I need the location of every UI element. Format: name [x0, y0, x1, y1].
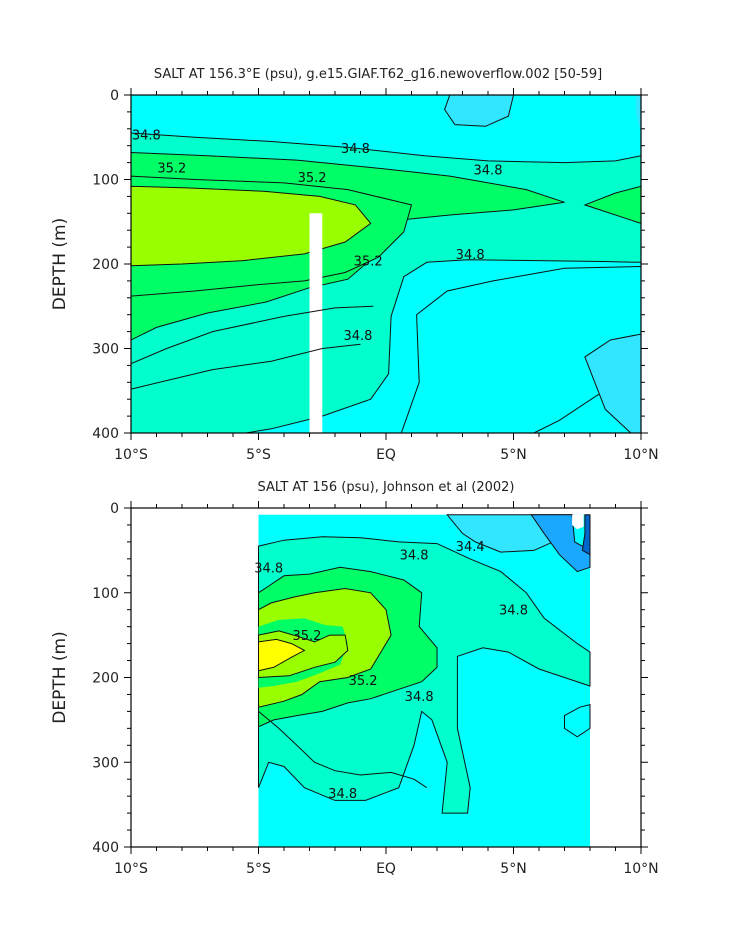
salinity-band [444, 95, 514, 127]
contour-label: 34.8 [132, 129, 161, 144]
contour-label: 34.8 [341, 142, 370, 157]
y-tick-label: 0 [110, 501, 119, 517]
y-tick-label: 100 [92, 586, 119, 602]
y-tick-label: 400 [92, 840, 119, 856]
contour-label: 34.8 [254, 561, 283, 576]
y-tick-label: 100 [92, 173, 119, 189]
salinity-band [572, 514, 584, 530]
y-tick-label: 200 [92, 257, 119, 273]
contour-line [258, 566, 438, 728]
y-tick-label: 300 [92, 755, 119, 771]
contour-line [581, 514, 591, 556]
contour-line [258, 638, 306, 672]
y-tick-label: 0 [110, 88, 119, 104]
top-panel-model-salinity: 34.8 34.8 34.8 35.2 35.2 35.2 34.8 34.8 10°S 5°S E… [50, 67, 659, 463]
contour-label: 34.8 [328, 787, 357, 802]
panel-title: SALT AT 156.3°E (psu), g.e15.GIAF.T62_g1… [154, 67, 602, 82]
x-tick-label: 5°N [500, 447, 526, 463]
x-tick-label: 5°S [246, 447, 271, 463]
salinity-band [635, 95, 641, 133]
contour-line [131, 185, 372, 267]
salinity-band [258, 639, 305, 671]
x-tick-label: 5°N [500, 861, 526, 877]
contour-line [564, 703, 591, 738]
contour-line [258, 587, 392, 708]
x-tick-label: 5°S [246, 861, 271, 877]
contour-fill-layer: 34.8 34.8 34.8 35.2 35.2 35.2 34.8 34.8 [131, 95, 641, 433]
salinity-band [584, 186, 641, 224]
salinity-band [531, 514, 590, 572]
contour-label: 35.2 [349, 674, 378, 689]
contour-label: 35.2 [157, 162, 186, 177]
contour-line [258, 536, 591, 814]
contour-line [131, 132, 641, 433]
contour-label: 34.8 [400, 549, 429, 564]
contour-line [258, 711, 428, 789]
y-tick-label: 200 [92, 671, 119, 687]
contour-label: 34.8 [405, 690, 434, 705]
contour-label: 35.2 [354, 255, 383, 270]
x-tick-label: 10°S [114, 861, 148, 877]
contour-label: 34.8 [456, 248, 485, 263]
contour-line [131, 175, 413, 297]
salinity-band [582, 514, 590, 555]
salinity-band [309, 213, 323, 433]
contour-label: 35.2 [298, 171, 327, 186]
contour-line [584, 333, 641, 433]
salinity-band [584, 334, 641, 433]
y-axis-label: DEPTH (m) [50, 218, 70, 310]
x-tick-label: 10°N [623, 861, 658, 877]
contour-label: 34.8 [499, 604, 528, 619]
x-tick-label: EQ [376, 861, 396, 877]
contour-label: 34.8 [343, 329, 372, 344]
contour-fill-layer: 34.8 34.8 34.4 34.8 35.2 35.2 34.8 34.8 [254, 514, 591, 847]
contour-line [444, 95, 515, 127]
contour-label: 34.8 [474, 163, 503, 178]
y-axis-label: DEPTH (m) [50, 631, 70, 723]
contour-line [400, 266, 641, 433]
contour-line [583, 185, 641, 224]
y-tick-label: 300 [92, 342, 119, 358]
panel-title: SALT AT 156 (psu), Johnson et al (2002) [257, 480, 514, 495]
x-tick-label: 10°S [114, 447, 148, 463]
contour-line [131, 305, 374, 365]
x-tick-label: EQ [376, 447, 396, 463]
contour-label: 34.4 [456, 540, 485, 555]
contour-line [258, 630, 349, 679]
contour-label: 35.2 [292, 629, 321, 644]
y-tick-label: 400 [92, 426, 119, 442]
x-tick-label: 10°N [623, 447, 658, 463]
contour-line [131, 343, 361, 390]
bottom-panel-observed-salinity: 34.8 34.8 34.4 34.8 35.2 35.2 34.8 34.8 10°S 5°S E… [50, 480, 659, 877]
